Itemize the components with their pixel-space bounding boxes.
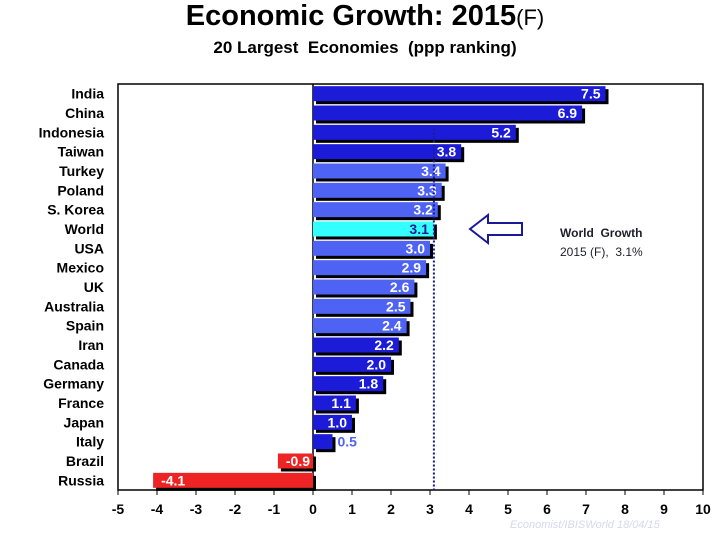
category-label: Iran xyxy=(78,337,104,353)
x-tick-label: -1 xyxy=(268,501,281,517)
annotation-arrow xyxy=(468,212,523,246)
bar xyxy=(313,337,399,353)
bar xyxy=(313,105,583,121)
x-tick-label: 5 xyxy=(504,501,512,517)
bar xyxy=(313,434,333,450)
value-label: 3.0 xyxy=(406,240,426,256)
x-tick-label: 8 xyxy=(621,501,629,517)
category-label: Indonesia xyxy=(39,124,105,140)
x-tick-label: -4 xyxy=(151,501,164,517)
x-tick-label: 7 xyxy=(582,501,590,517)
x-tick-label: 10 xyxy=(695,501,711,517)
bar xyxy=(313,279,415,295)
annotation-line-1: World Growth xyxy=(560,226,643,240)
value-label: 3.2 xyxy=(413,202,433,218)
value-label: -0.9 xyxy=(286,453,310,469)
value-label: 2.2 xyxy=(374,337,394,353)
bar xyxy=(313,86,606,102)
bar xyxy=(313,221,434,237)
x-tick-label: -2 xyxy=(229,501,242,517)
value-label: 3.3 xyxy=(417,182,437,198)
value-label: 1.1 xyxy=(331,395,351,411)
value-label: 2.0 xyxy=(367,356,387,372)
bar xyxy=(313,376,384,392)
value-label: 0.5 xyxy=(338,434,358,450)
chart-title-text: Economic Growth: xyxy=(185,0,444,32)
category-label: Russia xyxy=(58,472,104,488)
value-label: 6.9 xyxy=(558,105,578,121)
category-label: India xyxy=(71,86,104,102)
category-label: Canada xyxy=(53,356,104,372)
bar xyxy=(313,395,356,411)
category-label: France xyxy=(58,395,104,411)
x-tick-label: 9 xyxy=(660,501,668,517)
category-label: Italy xyxy=(76,434,104,450)
value-label: 2.9 xyxy=(402,260,422,276)
category-label: Australia xyxy=(44,298,104,314)
value-label: 5.2 xyxy=(491,124,511,140)
category-label: China xyxy=(65,105,104,121)
category-label: Turkey xyxy=(59,163,104,179)
bar xyxy=(313,124,516,140)
value-label: 1.0 xyxy=(328,414,348,430)
value-label: 2.6 xyxy=(390,279,410,295)
bar xyxy=(313,318,407,334)
x-tick-label: 3 xyxy=(426,501,434,517)
bar xyxy=(313,144,462,160)
x-tick-label: 1 xyxy=(348,501,356,517)
x-tick-label: -3 xyxy=(190,501,203,517)
category-label: USA xyxy=(74,240,104,256)
category-label: S. Korea xyxy=(47,202,104,218)
chart-title-year: 2015 xyxy=(451,0,517,32)
source-note: Economist/IBISWorld 18/04/15 xyxy=(510,519,660,531)
value-label: 1.8 xyxy=(359,376,379,392)
category-label: Poland xyxy=(57,182,104,198)
bar xyxy=(313,182,442,198)
value-label: -4.1 xyxy=(161,472,185,488)
annotation-line-2: 2015 (F), 3.1% xyxy=(560,245,643,259)
category-label: UK xyxy=(84,279,104,295)
category-label: Taiwan xyxy=(58,144,104,160)
value-label: 3.8 xyxy=(437,144,457,160)
category-label: Mexico xyxy=(57,260,104,276)
bar xyxy=(313,414,352,430)
bar xyxy=(313,356,391,372)
value-label: 7.5 xyxy=(581,86,601,102)
category-label: Japan xyxy=(64,414,104,430)
chart-title-suffix: (F) xyxy=(516,5,545,30)
bar xyxy=(277,453,313,469)
chart-title: Economic Growth: 2015(F) xyxy=(0,0,720,33)
category-label: Brazil xyxy=(66,453,104,469)
value-label: 3.1 xyxy=(409,221,429,237)
category-label: World xyxy=(65,221,104,237)
x-tick-label: 2 xyxy=(387,501,395,517)
x-tick-label: 4 xyxy=(465,501,473,517)
bar xyxy=(313,202,438,218)
x-tick-label: 0 xyxy=(309,501,317,517)
bar xyxy=(313,163,446,179)
bar xyxy=(313,240,430,256)
category-label: Spain xyxy=(66,318,104,334)
value-label: 2.4 xyxy=(382,318,402,334)
plot-frame xyxy=(117,83,704,491)
x-tick-label: 6 xyxy=(543,501,551,517)
bar xyxy=(153,472,313,488)
chart-subtitle: 20 Largest Economies (ppp ranking) xyxy=(213,38,517,57)
bar xyxy=(313,260,427,276)
value-label: 2.5 xyxy=(386,298,406,314)
bar xyxy=(313,298,411,314)
value-label: 3.4 xyxy=(421,163,441,179)
category-label: Germany xyxy=(43,376,104,392)
x-tick-label: -5 xyxy=(112,501,125,517)
world-growth-annotation: World Growth 2015 (F), 3.1% xyxy=(560,224,643,262)
